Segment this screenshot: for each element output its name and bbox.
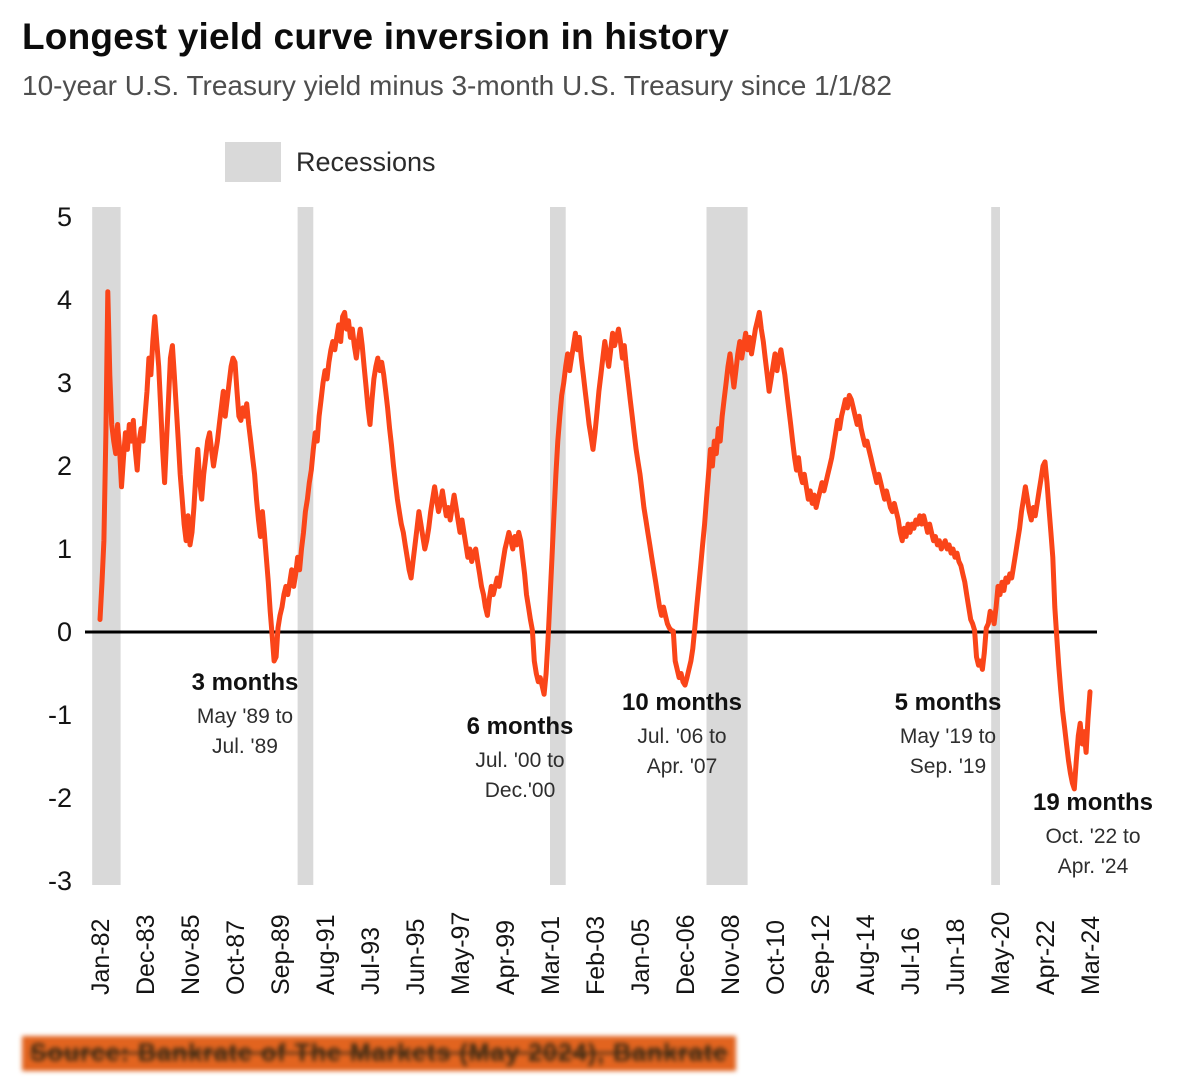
x-tick-label: May-20 — [987, 912, 1015, 995]
y-tick-label: 2 — [57, 451, 72, 481]
recession-legend-label: Recessions — [296, 146, 436, 177]
x-tick-label: Dec-06 — [672, 914, 700, 995]
recession-legend: Recessions — [225, 142, 436, 182]
x-tick-label: Jun-18 — [942, 919, 970, 995]
y-tick-label: -3 — [48, 866, 72, 896]
recession-band — [991, 207, 1000, 885]
source-text: Source: Bankrate of The Markets (May 202… — [22, 1036, 737, 1071]
x-tick-label: Jul-93 — [357, 927, 385, 995]
recession-band — [297, 207, 314, 885]
x-tick-label: Feb-03 — [582, 916, 610, 995]
y-tick-label: 3 — [57, 368, 72, 398]
chart-subtitle: 10-year U.S. Treasury yield minus 3-mont… — [22, 70, 892, 101]
y-tick-label: 1 — [57, 534, 72, 564]
y-tick-label: 4 — [57, 285, 72, 315]
recession-band — [706, 207, 748, 885]
x-tick-label: Mar-24 — [1077, 916, 1105, 995]
x-tick-label: Dec-83 — [132, 914, 160, 995]
x-tick-label: Jun-95 — [402, 919, 430, 995]
x-tick-label: Apr-22 — [1032, 920, 1060, 995]
source-footer: Source: Bankrate of The Markets (May 202… — [22, 1036, 737, 1071]
x-tick-label: Sep-89 — [267, 914, 295, 995]
x-tick-label: Oct-87 — [222, 920, 250, 995]
x-tick-label: Nov-85 — [177, 914, 205, 995]
x-tick-label: Aug-14 — [852, 914, 880, 995]
y-tick-label: 0 — [57, 617, 72, 647]
x-tick-label: Jan-82 — [87, 919, 115, 995]
x-tick-label: Oct-10 — [762, 920, 790, 995]
x-tick-label: May-97 — [447, 912, 475, 995]
spread-line — [97, 289, 1093, 792]
recession-band — [550, 207, 566, 885]
x-tick-label: Apr-99 — [492, 920, 520, 995]
y-tick-label: -2 — [48, 783, 72, 813]
x-tick-label: Jul-16 — [897, 927, 925, 995]
chart-title: Longest yield curve inversion in history — [22, 16, 730, 57]
x-tick-label: Aug-91 — [312, 914, 340, 995]
y-tick-label: -1 — [48, 700, 72, 730]
y-tick-label: 5 — [57, 202, 72, 232]
recession-swatch-icon — [225, 142, 281, 182]
x-tick-label: Mar-01 — [537, 916, 565, 995]
x-tick-label: Nov-08 — [717, 914, 745, 995]
x-tick-label: Sep-12 — [807, 914, 835, 995]
x-tick-label: Jan-05 — [627, 919, 655, 995]
